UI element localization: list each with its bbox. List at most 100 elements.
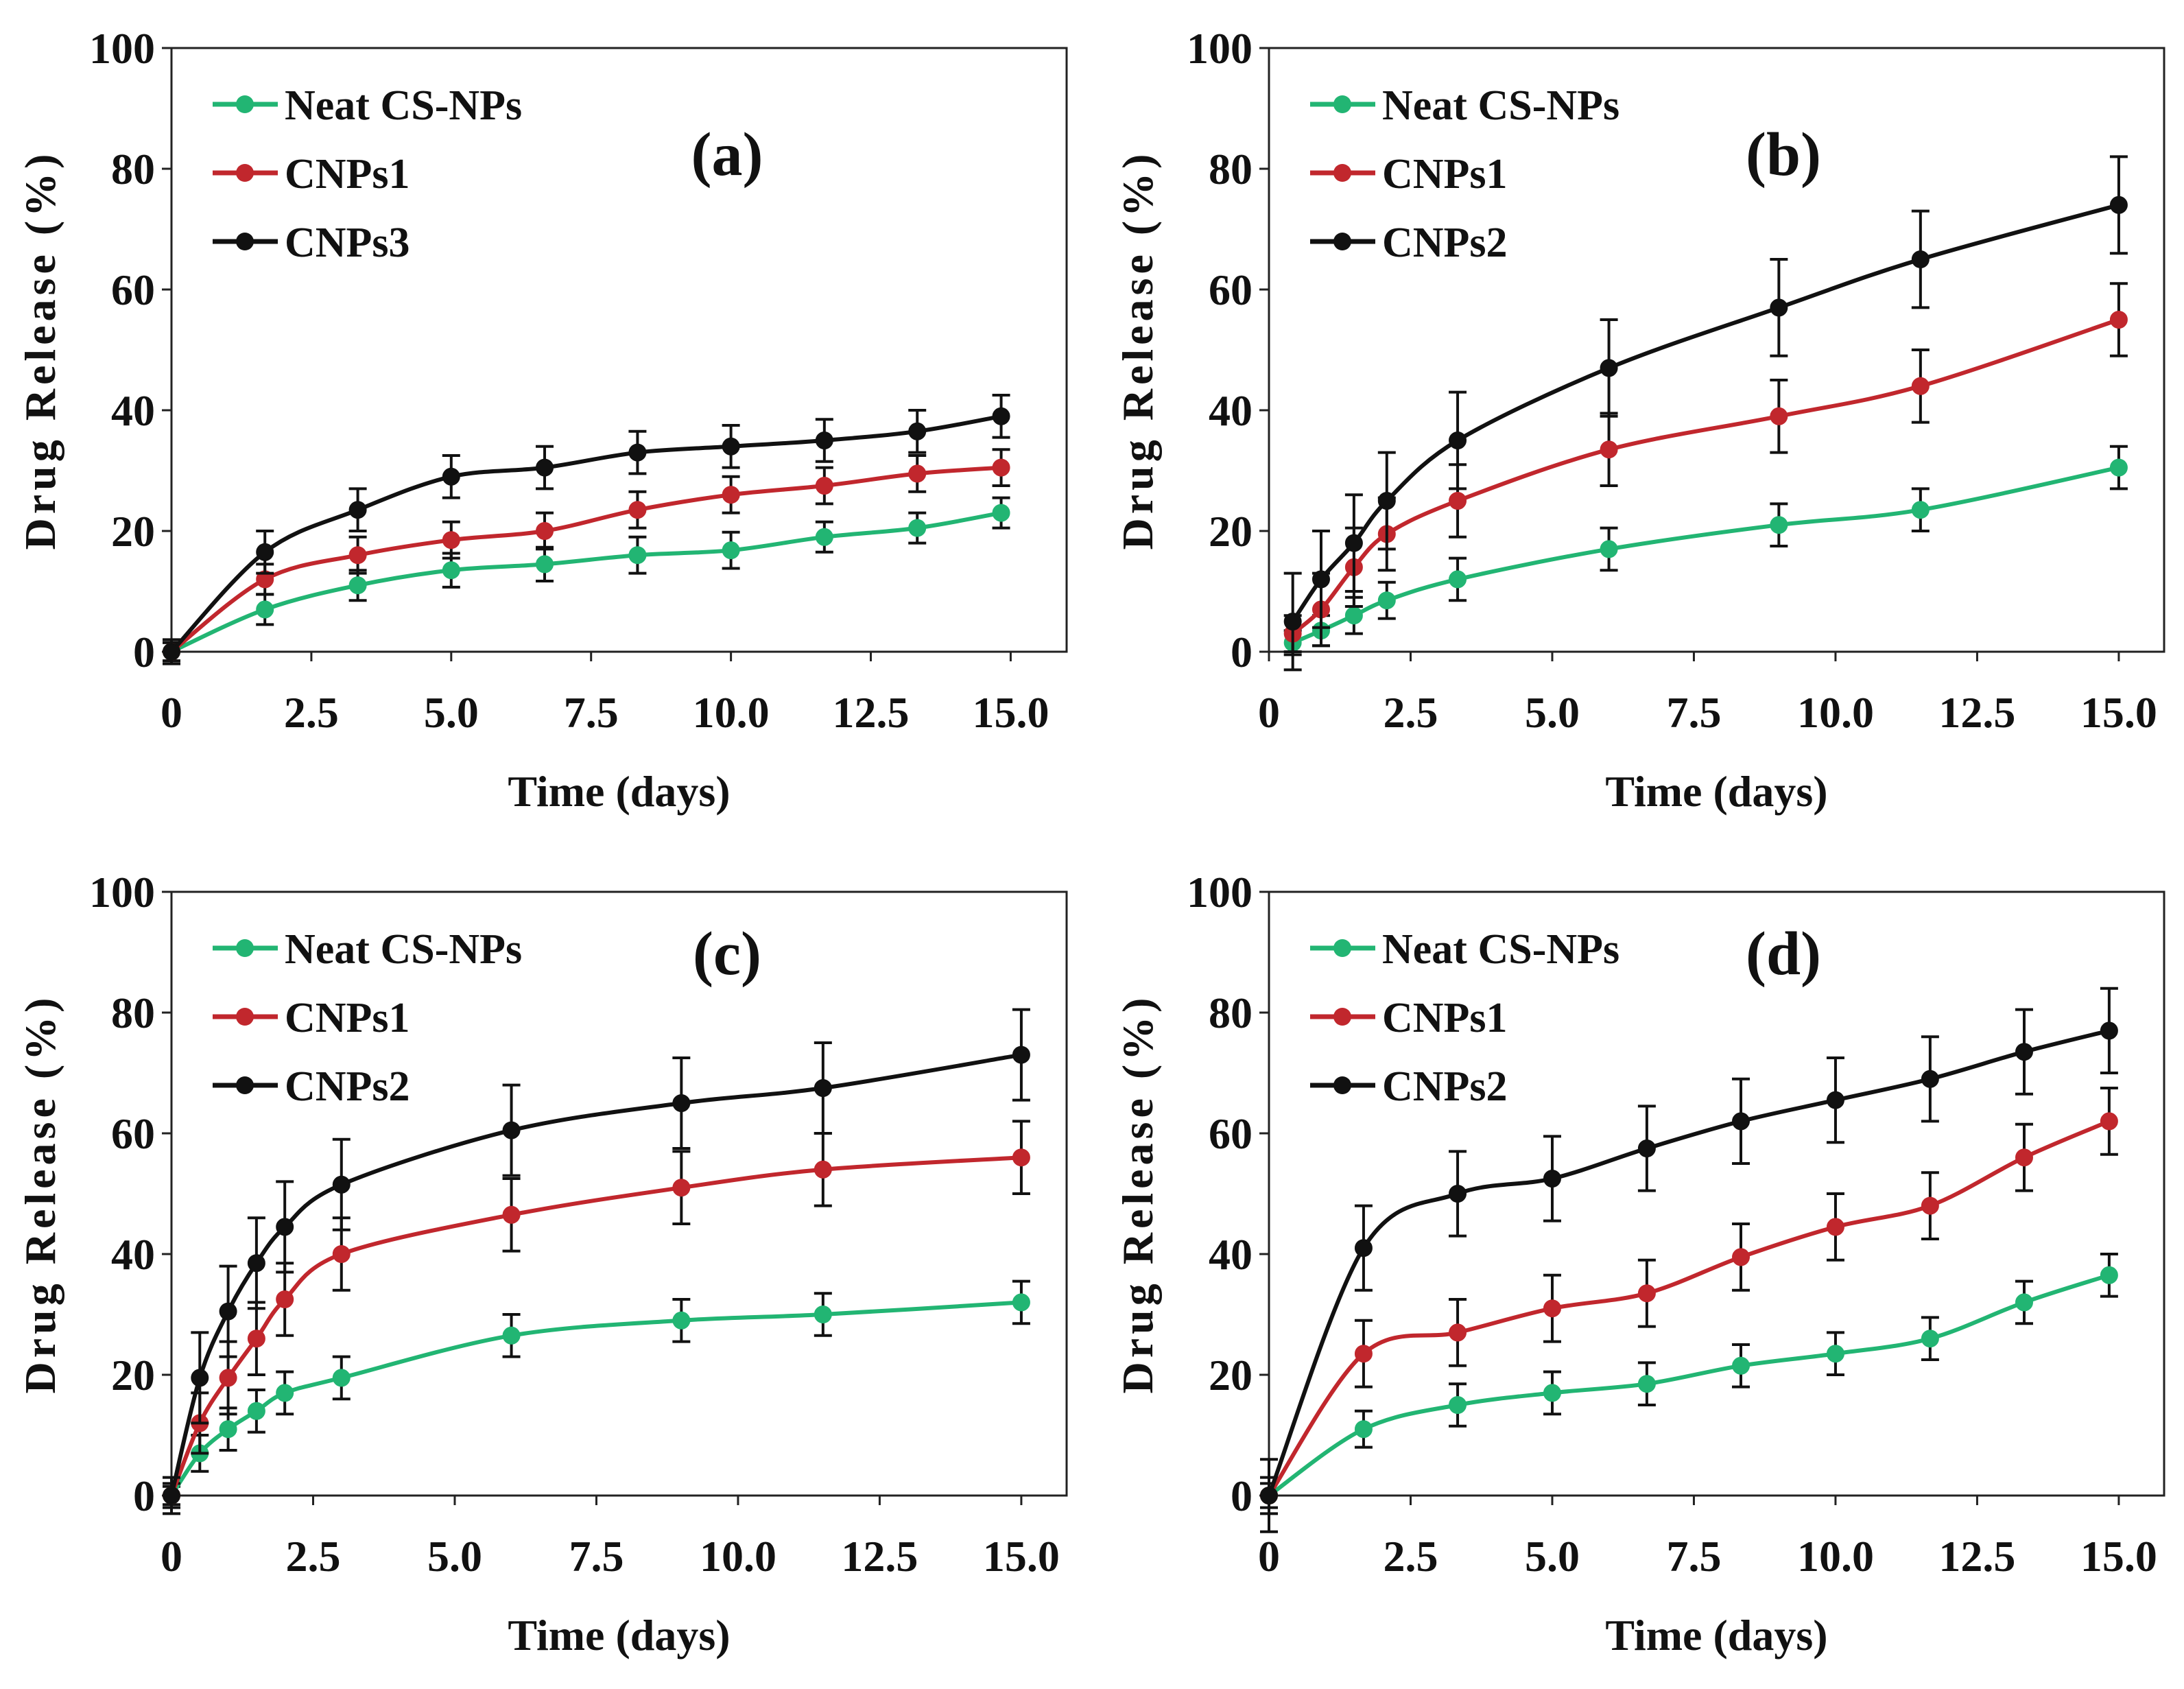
data-point [2109, 311, 2128, 329]
series-line [1267, 1273, 2111, 1498]
data-point [1344, 606, 1363, 625]
data-point [992, 458, 1010, 477]
data-point [442, 561, 460, 580]
x-axis-title: Time (days) [1605, 1611, 1827, 1660]
data-point [442, 467, 460, 486]
legend-label: Neat CS-NPs [285, 82, 522, 129]
x-tick-label: 12.5 [841, 1532, 918, 1581]
x-tick-label: 0 [1258, 1532, 1280, 1581]
y-tick-label: 80 [1209, 989, 1253, 1037]
y-tick-label: 60 [1209, 1109, 1253, 1158]
data-point [1637, 1284, 1656, 1303]
data-point [163, 643, 180, 661]
x-tick-label: 15.0 [972, 688, 1049, 737]
data-point [1732, 1248, 1750, 1266]
x-tick-label: 0 [1258, 688, 1280, 737]
legend: Neat CS-NPs CNPs1 CNPs2 [1310, 926, 1619, 1110]
x-tick-label: 2.5 [1383, 688, 1438, 737]
data-point [1911, 501, 1930, 519]
data-point [1449, 1185, 1467, 1203]
data-point [672, 1179, 691, 1197]
x-tick-label: 15.0 [983, 1532, 1060, 1581]
data-point [1921, 1070, 1939, 1088]
series-line [169, 465, 1004, 654]
chart-panel-c: 0 20 40 60 80 100 0 2.5 5.0 7.5 10.0 12.5 15.0 Time (… [16, 868, 1068, 1660]
data-point [814, 1079, 832, 1097]
legend-marker [1333, 1008, 1351, 1026]
data-point [1354, 1345, 1373, 1363]
data-point [1770, 516, 1788, 534]
y-tick-label: 20 [111, 507, 155, 556]
data-point [276, 1218, 294, 1236]
x-tick-label: 12.5 [1938, 1532, 2015, 1581]
x-tick-label: 12.5 [1938, 688, 2015, 737]
data-point [815, 477, 833, 495]
data-point [1637, 1375, 1656, 1393]
data-point [502, 1121, 521, 1139]
x-tick-label: 15.0 [2080, 1532, 2157, 1581]
series-line [1290, 465, 2121, 645]
data-point [163, 1487, 180, 1504]
data-point [2015, 1293, 2033, 1312]
chart-panel-a: 0 20 40 60 80 100 0 2.5 5.0 7.5 10.0 12.5 15.0 Time (… [16, 24, 1068, 816]
data-point [1732, 1112, 1750, 1131]
data-point [722, 486, 740, 504]
x-tick-label: 2.5 [1383, 1532, 1438, 1581]
x-tick-label: 5.0 [1525, 1532, 1580, 1581]
data-point [219, 1369, 237, 1387]
y-tick-label: 100 [1187, 24, 1253, 73]
y-tick-label: 60 [111, 1109, 155, 1158]
data-point [502, 1205, 521, 1224]
x-tick-label: 7.5 [1666, 1532, 1721, 1581]
legend-marker [236, 1076, 254, 1094]
x-tick-label: 7.5 [1666, 688, 1721, 737]
series-line [169, 414, 1004, 654]
data-point [1260, 1487, 1278, 1504]
series-line [169, 1300, 1023, 1498]
plot-frame [1268, 47, 2165, 653]
panel-label: (d) [1746, 920, 1821, 988]
data-point [348, 546, 367, 565]
legend-label: CNPs1 [1382, 995, 1508, 1041]
data-point [1826, 1091, 1844, 1109]
y-tick-label: 100 [89, 868, 155, 917]
legend-label: CNPs1 [285, 151, 410, 198]
plot-frame [1268, 890, 2165, 1497]
series-cnps2 [163, 1008, 1030, 1515]
panel-label: (c) [693, 920, 761, 988]
legend-marker [236, 1008, 254, 1026]
legend-marker [1333, 1076, 1351, 1094]
data-point [1449, 1323, 1467, 1342]
data-point [1826, 1218, 1844, 1236]
x-tick-label: 5.0 [427, 1532, 482, 1581]
data-point [814, 1306, 832, 1323]
data-point [536, 555, 554, 574]
legend-label: Neat CS-NPs [285, 926, 522, 973]
legend-marker [1333, 95, 1351, 113]
y-tick-label: 80 [111, 989, 155, 1037]
y-tick-label: 60 [1209, 265, 1253, 314]
legend-marker [236, 164, 254, 182]
data-point [1354, 1420, 1373, 1439]
data-point [2100, 1112, 2118, 1131]
x-tick-label: 0 [161, 688, 182, 737]
y-tick-label: 0 [1231, 628, 1253, 676]
data-point [814, 1160, 832, 1179]
y-tick-label: 40 [1209, 1230, 1253, 1279]
data-point [1449, 492, 1467, 510]
data-point [628, 546, 647, 565]
series-line [169, 1052, 1023, 1498]
y-axis-title: Drug Release (%) [16, 994, 64, 1394]
series-neat-cs-nps [1260, 1253, 2118, 1509]
data-point [1543, 1384, 1561, 1402]
data-point [992, 407, 1010, 425]
data-point [536, 458, 554, 477]
legend-label: CNPs3 [285, 220, 410, 266]
y-tick-label: 20 [1209, 507, 1253, 556]
data-point [219, 1302, 237, 1321]
y-tick-label: 40 [1209, 386, 1253, 435]
panel-label: (b) [1746, 121, 1821, 189]
plot-frame [170, 890, 1068, 1497]
plot-frame [170, 47, 1068, 653]
